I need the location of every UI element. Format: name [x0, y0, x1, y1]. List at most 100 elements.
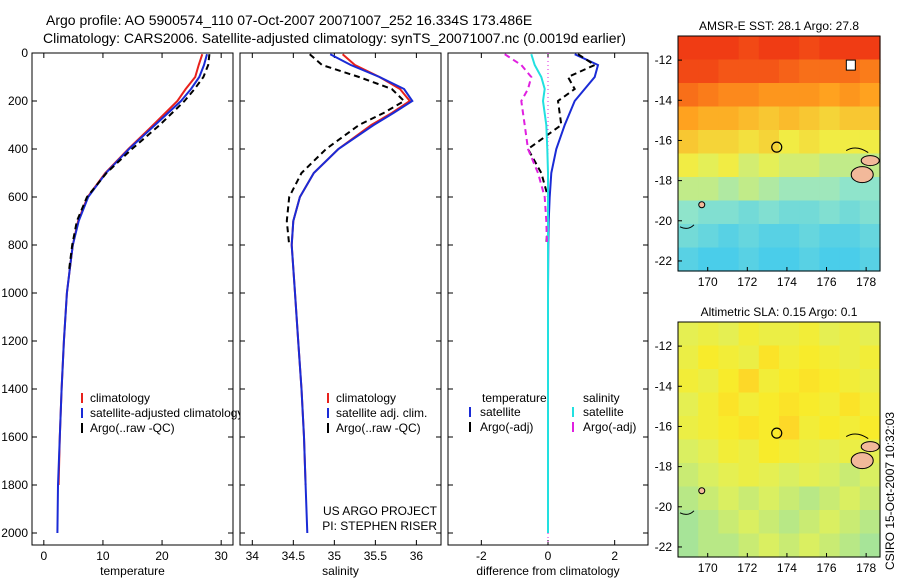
- map-cell: [738, 416, 760, 441]
- x-tick-label: 36: [410, 549, 424, 563]
- map-cell: [839, 177, 861, 202]
- map-cell: [799, 36, 820, 61]
- map-cell: [698, 106, 719, 131]
- x-tick-label: 170: [698, 561, 718, 575]
- map-cell: [678, 130, 699, 155]
- map-cell: [779, 369, 800, 394]
- map-cell: [758, 106, 780, 131]
- map-cell: [819, 83, 841, 108]
- map-cell: [779, 59, 800, 84]
- legend-entry: satellite: [583, 405, 624, 419]
- x-tick-label: 34.5: [282, 549, 306, 563]
- map-cell: [859, 369, 881, 394]
- map-cell: [698, 177, 719, 202]
- map-cell: [718, 439, 740, 464]
- legend-entry: Argo(-adj): [480, 420, 533, 434]
- map-cell: [718, 200, 740, 225]
- map-cell: [678, 345, 699, 370]
- map-cell: [678, 392, 699, 417]
- legend-entry: satellite-adjusted climatology: [90, 406, 243, 420]
- map-cell: [758, 153, 780, 178]
- map-cell: [758, 463, 780, 488]
- map-cell: [839, 416, 861, 441]
- map-cell: [779, 177, 800, 202]
- map-cell: [799, 224, 820, 249]
- map-cell: [678, 247, 699, 272]
- project-annotation: PI: STEPHEN RISER: [322, 519, 437, 533]
- map-cell: [738, 439, 760, 464]
- map-cell: [718, 36, 740, 61]
- map-cell: [718, 533, 740, 558]
- map-cell: [758, 416, 780, 441]
- map-cell: [678, 486, 699, 511]
- map-cell: [799, 322, 820, 347]
- x-axis-label: salinity: [322, 564, 359, 578]
- map-cell: [718, 486, 740, 511]
- series-line-salinity-argo-adj-: [504, 53, 548, 246]
- map-cell: [718, 463, 740, 488]
- map-cell: [839, 83, 861, 108]
- map-cell: [859, 533, 881, 558]
- map-cell: [738, 200, 760, 225]
- map-cell: [779, 200, 800, 225]
- map-cell: [718, 59, 740, 84]
- map-cell: [779, 345, 800, 370]
- y-tick-label: 1800: [1, 478, 28, 492]
- map-cell: [799, 106, 820, 131]
- reef-contour: [679, 224, 695, 229]
- project-annotation: US ARGO PROJECT: [323, 504, 438, 518]
- map-cell: [698, 322, 719, 347]
- map-cell: [779, 36, 800, 61]
- reef-contour: [679, 510, 695, 515]
- map-cell: [839, 533, 861, 558]
- map-cell: [819, 247, 841, 272]
- map-cell: [859, 322, 881, 347]
- map-cell: [698, 392, 719, 417]
- map-cell: [718, 392, 740, 417]
- sst-map-panel: 170 172 174 176 178 -12 -14 -16 -18 -20 -22 AMSR-E …: [655, 19, 881, 289]
- x-tick-label: 10: [96, 549, 110, 563]
- legend-entry: satellite: [480, 405, 521, 419]
- map-cell: [819, 486, 841, 511]
- x-tick-label: 2: [611, 549, 618, 563]
- map-cell: [758, 369, 780, 394]
- island-marker: [698, 487, 706, 495]
- map-cell: [678, 200, 699, 225]
- island-marker: [698, 201, 706, 209]
- map-cell: [859, 463, 881, 488]
- map-cell: [758, 533, 780, 558]
- map-cell: [698, 439, 719, 464]
- argo-position-marker: [771, 427, 783, 439]
- footer-stamp: CSIRO 15-Oct-2007 10:32:03: [883, 412, 897, 570]
- y-tick-label: 1400: [1, 382, 28, 396]
- x-tick-label: 20: [155, 549, 169, 563]
- map-cell: [819, 369, 841, 394]
- map-cell: [698, 345, 719, 370]
- legend-header: temperature: [482, 391, 547, 405]
- map-cell: [738, 224, 760, 249]
- series-line-argo-raw-qc-: [68, 54, 211, 270]
- map-cell: [718, 130, 740, 155]
- map-cell: [799, 439, 820, 464]
- map-cell: [799, 59, 820, 84]
- map-cell: [779, 247, 800, 272]
- legend-header: salinity: [583, 391, 620, 405]
- map-cell: [698, 247, 719, 272]
- map-cell: [839, 369, 861, 394]
- map-cell: [698, 416, 719, 441]
- x-tick-label: 172: [737, 275, 757, 289]
- map-cell: [698, 369, 719, 394]
- y-tick-label: 1600: [1, 430, 28, 444]
- map-cell: [758, 130, 780, 155]
- y-tick-label: 200: [8, 94, 28, 108]
- map-cell: [698, 510, 719, 535]
- series-line-argo-raw-qc-: [285, 53, 406, 246]
- x-tick-label: 176: [817, 561, 837, 575]
- map-cell: [779, 83, 800, 108]
- map-cell: [859, 106, 881, 131]
- map-cell: [799, 247, 820, 272]
- map-cell: [819, 224, 841, 249]
- y-tick-label: -18: [655, 460, 673, 474]
- island-viti-levu: [850, 452, 874, 470]
- map-cell: [839, 392, 861, 417]
